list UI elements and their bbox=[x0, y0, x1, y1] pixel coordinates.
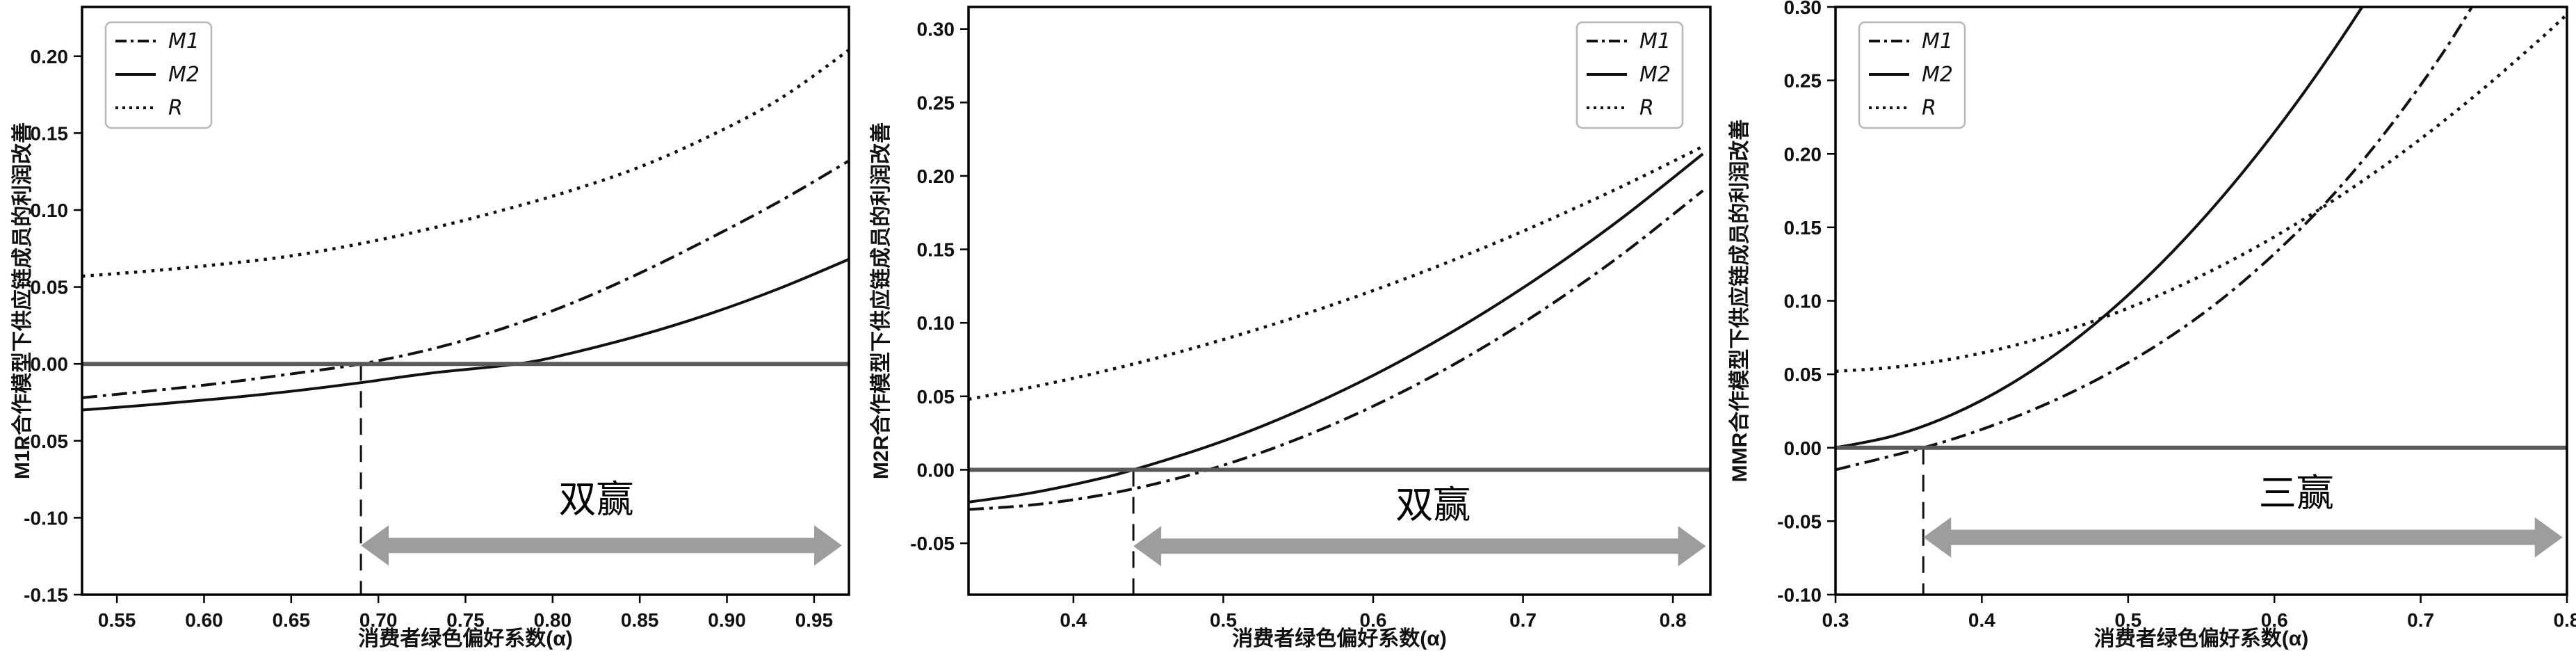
series-M1-curve bbox=[969, 189, 1704, 511]
series-R-curve bbox=[82, 49, 849, 278]
y-tick-label: -0.10 bbox=[24, 507, 68, 529]
y-tick-label: 0.10 bbox=[917, 312, 955, 334]
y-tick-label: 0.25 bbox=[917, 92, 955, 113]
y-tick-label: 0.05 bbox=[917, 386, 955, 408]
series-M2-curve bbox=[1836, 7, 2364, 449]
y-axis-label: M1R合作模型下供应链成员的利润改善 bbox=[10, 122, 34, 479]
y-tick-label: 0.00 bbox=[917, 459, 955, 481]
win-region-arrow bbox=[361, 525, 842, 566]
legend-label-M1: M1 bbox=[168, 29, 200, 54]
x-tick-label: 0.70 bbox=[359, 609, 398, 631]
chart-svg-2: 三赢 0.3 0.4 0.5 0.6 0.7 0.8 -0.10 -0.05 0.00 0.05 0.… bbox=[1728, 0, 2576, 650]
y-tick-label: -0.10 bbox=[1777, 584, 1822, 606]
chart-svg-1: 双赢 0.4 0.5 0.6 0.7 0.8 -0.05 0.00 0.05 0.10 0.15 0.… bbox=[869, 6, 1712, 650]
plot-frame bbox=[967, 6, 1712, 596]
y-tick-label: 0.30 bbox=[917, 19, 955, 40]
legend-box bbox=[1858, 21, 1966, 129]
y-tick-label: 0.20 bbox=[31, 46, 69, 67]
y-axis-label: MMR合作模型下供应链成员的利润改善 bbox=[1728, 120, 1751, 483]
y-tick-label: 0.05 bbox=[1784, 364, 1822, 385]
y-tick-label: 0.00 bbox=[1784, 437, 1822, 459]
win-region-arrow bbox=[1923, 517, 2563, 558]
chart-svg-0: 双赢 0.55 0.60 0.65 0.70 0.75 0.80 0.85 0.90 0.95 -0… bbox=[10, 6, 850, 650]
x-tick-label: 0.85 bbox=[621, 609, 659, 631]
legend-label-R: R bbox=[1922, 96, 1936, 120]
y-tick-label: 0.15 bbox=[31, 122, 69, 144]
x-tick-label: 0.90 bbox=[708, 609, 746, 631]
legend-label-M1: M1 bbox=[1922, 29, 1953, 54]
y-axis-label: M2R合作模型下供应链成员的利润改善 bbox=[869, 122, 893, 479]
y-tick-label: 0.10 bbox=[1784, 291, 1822, 312]
x-tick-label: 0.3 bbox=[1822, 609, 1849, 631]
series-M1-curve bbox=[82, 159, 849, 399]
x-axis-label: 消费者绿色偏好系数(α) bbox=[1232, 627, 1446, 650]
chart-panel-mmr: 三赢 0.3 0.4 0.5 0.6 0.7 0.8 -0.10 -0.05 0.00 0.05 0.… bbox=[1717, 0, 2576, 651]
y-tick-label: -0.15 bbox=[24, 584, 68, 606]
y-tick-label: 0.05 bbox=[31, 277, 69, 298]
chart-panel-m1r: 双赢 0.55 0.60 0.65 0.70 0.75 0.80 0.85 0.90 0.95 -0… bbox=[0, 0, 859, 651]
y-tick-label: -0.05 bbox=[910, 533, 955, 554]
x-tick-label: 0.8 bbox=[2554, 609, 2576, 631]
y-tick-label: 0.10 bbox=[31, 200, 69, 221]
series-R-curve bbox=[969, 145, 1704, 401]
series-M2-curve bbox=[969, 152, 1704, 504]
y-tick-label: 0.00 bbox=[31, 353, 69, 375]
y-tick-label: 0.15 bbox=[1784, 217, 1822, 239]
win-region-annotation: 双赢 bbox=[1395, 483, 1471, 527]
series-M2-curve bbox=[82, 257, 849, 412]
x-axis-label: 消费者绿色偏好系数(α) bbox=[2094, 627, 2308, 650]
win-region-annotation: 双赢 bbox=[559, 477, 634, 521]
x-tick-label: 0.65 bbox=[273, 609, 311, 631]
x-tick-label: 0.7 bbox=[2407, 609, 2434, 631]
chart-panel-m2r: 双赢 0.4 0.5 0.6 0.7 0.8 -0.05 0.00 0.05 0.10 0.15 0.… bbox=[859, 0, 1717, 651]
legend-box bbox=[1575, 21, 1684, 129]
legend-label-R: R bbox=[168, 96, 183, 120]
y-tick-label: -0.05 bbox=[24, 431, 68, 452]
legend-label-M1: M1 bbox=[1639, 29, 1671, 54]
y-tick-label: -0.05 bbox=[1777, 511, 1822, 532]
x-tick-label: 0.4 bbox=[1060, 609, 1087, 631]
x-tick-label: 0.95 bbox=[795, 609, 834, 631]
legend-label-M2: M2 bbox=[1639, 63, 1671, 87]
y-tick-label: 0.25 bbox=[1784, 70, 1822, 92]
win-region-arrow bbox=[1133, 526, 1706, 567]
y-tick-label: 0.20 bbox=[1784, 143, 1822, 165]
x-tick-label: 0.7 bbox=[1509, 609, 1537, 631]
x-tick-label: 0.75 bbox=[446, 609, 485, 631]
x-axis-label: 消费者绿色偏好系数(α) bbox=[358, 627, 572, 650]
x-tick-label: 0.55 bbox=[98, 609, 136, 631]
y-tick-label: 0.20 bbox=[917, 166, 955, 187]
legend-label-M2: M2 bbox=[168, 63, 200, 87]
x-tick-label: 0.60 bbox=[185, 609, 223, 631]
x-tick-label: 0.6 bbox=[2261, 609, 2288, 631]
x-tick-label: 0.6 bbox=[1360, 609, 1387, 631]
x-tick-label: 0.8 bbox=[1660, 609, 1687, 631]
y-tick-label: 0.15 bbox=[917, 239, 955, 261]
x-tick-label: 0.5 bbox=[1210, 609, 1237, 631]
win-region-annotation: 三赢 bbox=[2259, 472, 2334, 515]
x-tick-label: 0.4 bbox=[1968, 609, 1995, 631]
legend-box bbox=[104, 21, 213, 129]
x-tick-label: 0.5 bbox=[2114, 609, 2141, 631]
y-tick-label: 0.30 bbox=[1784, 0, 1822, 18]
legend-label-M2: M2 bbox=[1922, 63, 1953, 87]
x-tick-label: 0.80 bbox=[534, 609, 572, 631]
legend-label-R: R bbox=[1639, 96, 1654, 120]
